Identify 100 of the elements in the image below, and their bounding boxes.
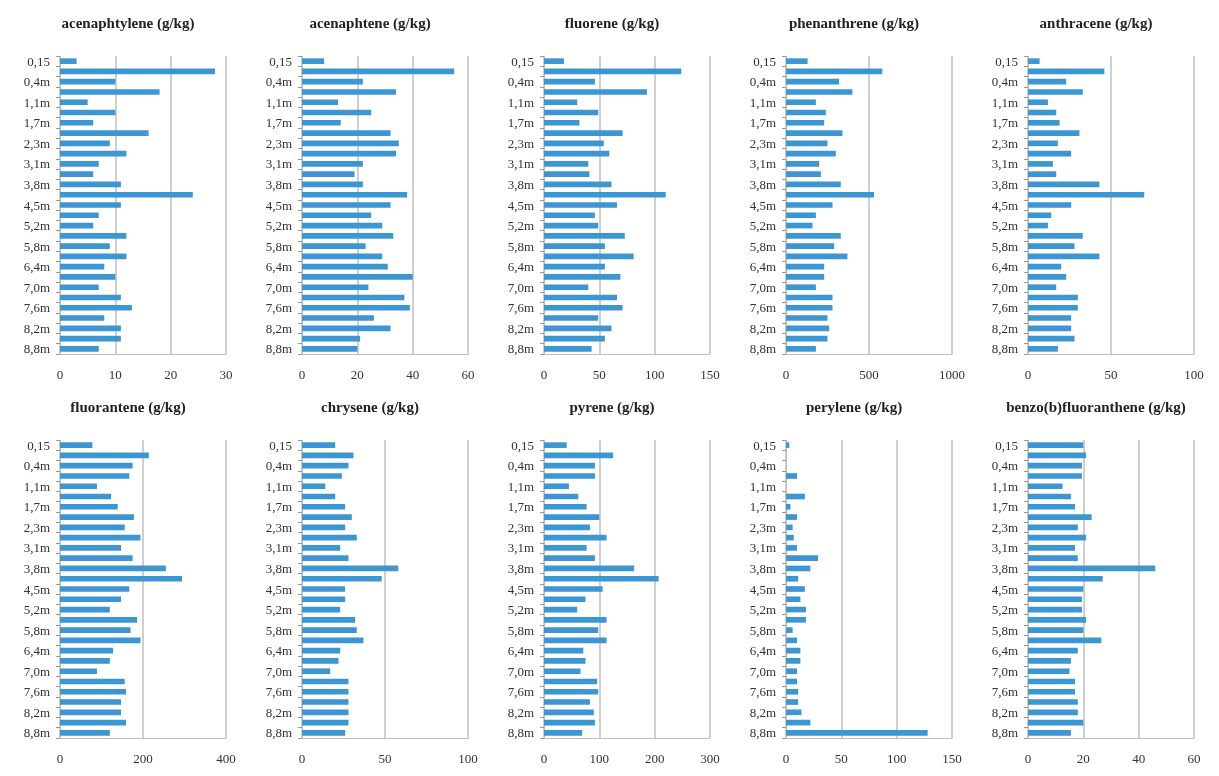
- bar: [544, 555, 595, 561]
- bar: [1028, 483, 1063, 490]
- bar: [60, 545, 122, 551]
- bar: [1028, 233, 1083, 239]
- bar: [60, 596, 122, 603]
- y-tick-label: 4,5m: [507, 197, 534, 213]
- y-tick-label: 8,8m: [507, 725, 534, 741]
- bar: [544, 658, 586, 664]
- x-tick-label: 300: [700, 751, 720, 766]
- chart-title: phenanthrene (g/kg): [788, 15, 920, 32]
- bar: [60, 212, 99, 219]
- y-tick-label: 0,15: [269, 437, 292, 453]
- y-tick-label: 6,4m: [265, 643, 292, 659]
- bar: [60, 161, 99, 167]
- x-tick-label: 0: [298, 367, 306, 382]
- y-tick-label: 5,8m: [749, 238, 776, 254]
- bar: [544, 191, 666, 198]
- bar: [1028, 442, 1084, 448]
- y-tick-label: 5,8m: [507, 622, 534, 638]
- bar: [302, 668, 331, 675]
- y-tick-label: 7,0m: [749, 279, 776, 295]
- bar: [1028, 202, 1072, 208]
- y-tick-label: 7,6m: [23, 300, 50, 316]
- bar: [302, 89, 397, 95]
- y-tick-label: 1,7m: [749, 115, 776, 131]
- y-tick-label: 1,7m: [991, 115, 1018, 131]
- bar: [1028, 161, 1053, 167]
- bar: [302, 119, 341, 126]
- bar: [544, 171, 590, 177]
- bar: [786, 627, 793, 633]
- y-tick-label: 3,8m: [507, 560, 534, 576]
- bar: [60, 688, 126, 695]
- y-tick-label: 7,0m: [265, 279, 292, 295]
- y-tick-label: 8,2m: [265, 704, 292, 720]
- y-tick-label: 3,8m: [991, 560, 1018, 576]
- bar: [786, 304, 833, 311]
- bar: [60, 346, 99, 352]
- chart-title: fluorene (g/kg): [564, 15, 660, 32]
- bar: [302, 503, 346, 510]
- y-tick-label: 8,2m: [507, 320, 534, 336]
- y-tick-label: 1,1m: [507, 478, 534, 494]
- bar: [786, 709, 802, 716]
- bar: [786, 555, 819, 561]
- y-tick-label: 5,2m: [507, 218, 534, 234]
- y-tick-label: 3,1m: [991, 156, 1018, 172]
- y-tick-label: 8,2m: [749, 704, 776, 720]
- bar: [544, 688, 599, 695]
- bar: [786, 658, 801, 664]
- bar: [786, 503, 791, 510]
- bar: [302, 58, 325, 64]
- x-tick-label: 100: [644, 367, 665, 382]
- bar: [1028, 78, 1067, 85]
- bar: [1028, 586, 1084, 592]
- x-tick-label: 200: [644, 751, 665, 766]
- y-tick-label: 3,8m: [23, 560, 50, 576]
- x-tick-label: 0: [56, 751, 64, 766]
- y-tick-label: 5,2m: [991, 218, 1018, 234]
- y-tick-label: 8,8m: [991, 341, 1018, 357]
- bar: [60, 730, 110, 736]
- y-tick-label: 2,3m: [749, 519, 776, 535]
- bar: [302, 130, 391, 136]
- y-tick-label: 0,4m: [507, 458, 534, 474]
- y-tick-label: 6,4m: [23, 259, 50, 275]
- y-tick-label: 0,15: [995, 53, 1018, 69]
- y-tick-label: 7,0m: [23, 279, 50, 295]
- y-tick-label: 4,5m: [749, 581, 776, 597]
- y-tick-label: 8,8m: [23, 341, 50, 357]
- bar: [302, 99, 338, 106]
- bar: [302, 171, 355, 177]
- bar: [786, 99, 816, 106]
- bar: [544, 78, 595, 85]
- y-tick-label: 1,1m: [265, 94, 292, 110]
- bar: [786, 699, 799, 705]
- y-tick-label: 0,15: [995, 437, 1018, 453]
- bar: [60, 99, 88, 106]
- bar: [302, 325, 391, 332]
- y-tick-label: 1,1m: [507, 94, 534, 110]
- bar: [544, 274, 621, 280]
- bar: [544, 58, 564, 64]
- bar: [1028, 575, 1103, 582]
- y-tick-label: 8,8m: [265, 341, 292, 357]
- bar: [302, 575, 382, 582]
- y-tick-label: 1,7m: [265, 115, 292, 131]
- y-tick-label: 7,6m: [265, 684, 292, 700]
- bar: [1028, 514, 1092, 520]
- y-tick-label: 3,8m: [749, 560, 776, 576]
- bar: [1028, 617, 1087, 623]
- bar: [302, 243, 366, 249]
- y-tick-label: 7,6m: [991, 684, 1018, 700]
- bar: [302, 191, 408, 198]
- bar: [544, 483, 569, 490]
- bar: [1028, 243, 1075, 249]
- y-tick-label: 0,15: [269, 53, 292, 69]
- bar: [1028, 699, 1078, 705]
- y-tick-label: 7,0m: [23, 663, 50, 679]
- y-tick-label: 4,5m: [23, 581, 50, 597]
- y-tick-label: 1,1m: [991, 94, 1018, 110]
- x-tick-label: 50: [1104, 367, 1118, 382]
- bar: [544, 89, 647, 95]
- y-tick-label: 3,1m: [749, 156, 776, 172]
